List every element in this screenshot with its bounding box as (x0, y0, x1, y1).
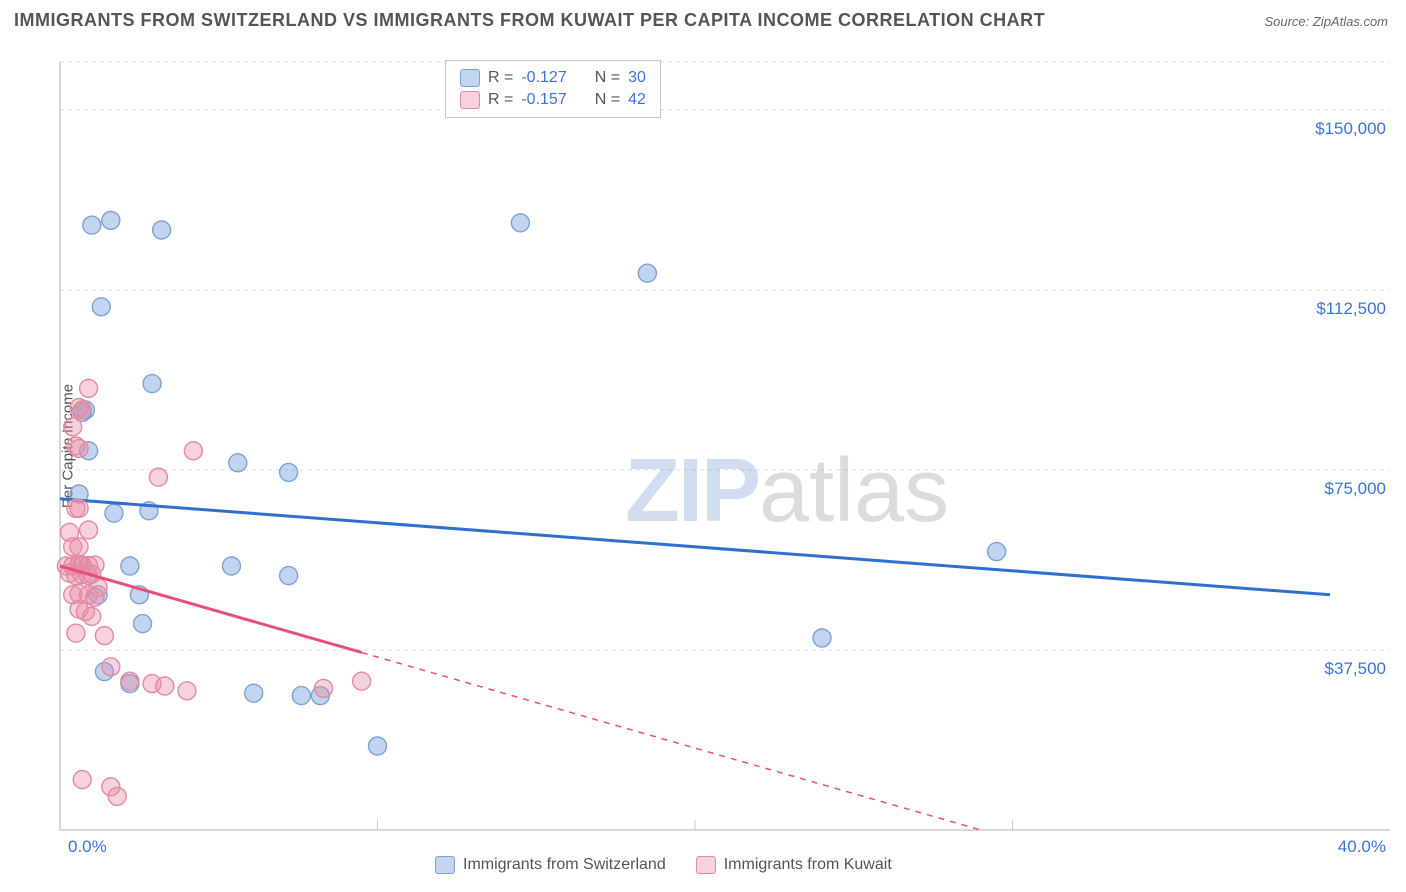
y-tick-label: $37,500 (1325, 659, 1386, 678)
chart-plot-area: $37,500$75,000$112,500$150,0000.0%40.0% … (50, 40, 1390, 860)
data-point (105, 504, 123, 522)
data-point (813, 629, 831, 647)
data-point (92, 298, 110, 316)
source-attribution: Source: ZipAtlas.com (1264, 14, 1388, 29)
r-value: -0.157 (521, 91, 566, 109)
x-tick-label: 0.0% (68, 837, 107, 856)
legend-item: Immigrants from Kuwait (696, 856, 892, 874)
data-point (178, 682, 196, 700)
legend-swatch (435, 856, 455, 874)
data-point (83, 607, 101, 625)
data-point (80, 521, 98, 539)
data-point (64, 418, 82, 436)
legend-row: R = -0.127 N = 30 (460, 67, 646, 89)
legend-swatch (460, 69, 480, 87)
legend-swatch (460, 91, 480, 109)
data-point (143, 375, 161, 393)
y-tick-label: $112,500 (1316, 299, 1386, 318)
data-point (108, 787, 126, 805)
data-point (121, 557, 139, 575)
data-point (156, 677, 174, 695)
correlation-legend: R = -0.127 N = 30 R = -0.157 N = 42 (445, 60, 661, 118)
data-point (73, 401, 91, 419)
data-point (280, 463, 298, 481)
data-point (102, 658, 120, 676)
data-point (988, 543, 1006, 561)
data-point (149, 468, 167, 486)
data-point (511, 214, 529, 232)
data-point (638, 264, 656, 282)
data-point (83, 216, 101, 234)
n-label: N = (595, 91, 620, 109)
data-point (280, 567, 298, 585)
legend-label: Immigrants from Kuwait (724, 856, 892, 874)
data-point (73, 771, 91, 789)
r-label: R = (488, 91, 513, 109)
legend-row: R = -0.157 N = 42 (460, 89, 646, 111)
legend-label: Immigrants from Switzerland (463, 856, 666, 874)
data-point (229, 454, 247, 472)
data-point (153, 221, 171, 239)
data-point (245, 684, 263, 702)
r-value: -0.127 (521, 69, 566, 87)
n-label: N = (595, 69, 620, 87)
data-point (67, 624, 85, 642)
data-point (353, 672, 371, 690)
y-tick-label: $75,000 (1325, 479, 1386, 498)
data-point (102, 211, 120, 229)
regression-line (60, 499, 1330, 595)
legend-swatch (696, 856, 716, 874)
data-point (292, 687, 310, 705)
n-value: 42 (628, 91, 646, 109)
data-point (134, 615, 152, 633)
data-point (70, 538, 88, 556)
chart-svg: $37,500 $75,000 $112,500 $150,000 0.0% 40.0% (50, 40, 1390, 860)
data-point (222, 557, 240, 575)
series-legend: Immigrants from Switzerland Immigrants fr… (435, 856, 892, 874)
n-value: 30 (628, 69, 646, 87)
data-point (70, 499, 88, 517)
chart-title: IMMIGRANTS FROM SWITZERLAND VS IMMIGRANT… (14, 10, 1045, 31)
r-label: R = (488, 69, 513, 87)
y-tick-label: $150,000 (1315, 119, 1386, 138)
data-point (80, 379, 98, 397)
data-point (369, 737, 387, 755)
legend-item: Immigrants from Switzerland (435, 856, 666, 874)
data-point (121, 672, 139, 690)
regression-line-dashed (362, 652, 981, 830)
data-point (315, 679, 333, 697)
data-point (95, 627, 113, 645)
data-point (70, 439, 88, 457)
x-tick-label: 40.0% (1338, 837, 1386, 856)
data-point (184, 442, 202, 460)
